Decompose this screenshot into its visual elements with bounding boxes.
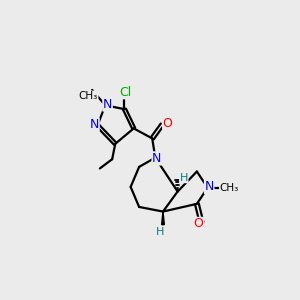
- Text: CH₃: CH₃: [79, 91, 98, 101]
- Text: N: N: [103, 98, 112, 111]
- Polygon shape: [162, 212, 164, 225]
- Text: O: O: [194, 218, 203, 230]
- Text: CH₃: CH₃: [220, 183, 239, 193]
- Text: H: H: [156, 226, 164, 237]
- Text: N: N: [90, 118, 99, 131]
- Text: N: N: [205, 180, 214, 194]
- Text: O: O: [163, 117, 172, 130]
- Text: H: H: [180, 173, 188, 183]
- Text: N: N: [152, 152, 161, 165]
- Text: Cl: Cl: [119, 86, 131, 99]
